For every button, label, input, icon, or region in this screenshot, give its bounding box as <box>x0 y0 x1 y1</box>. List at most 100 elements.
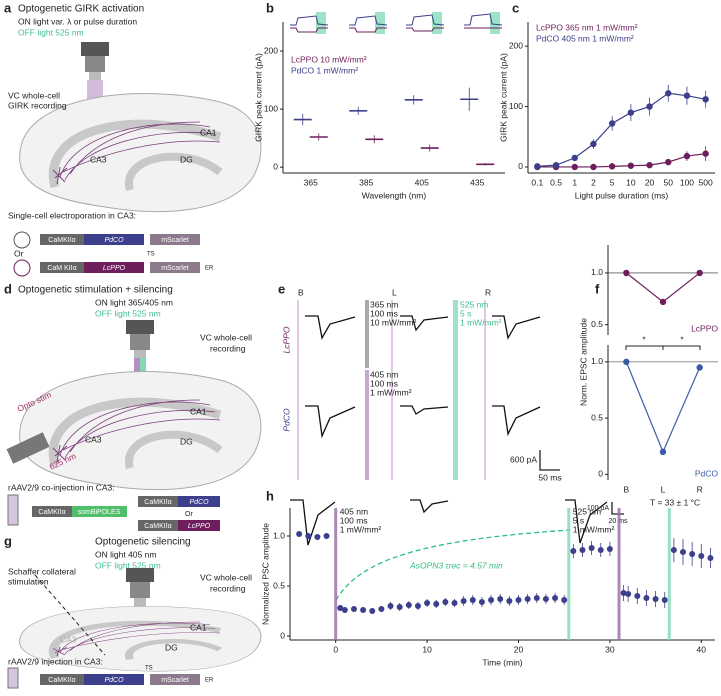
point <box>506 598 513 604</box>
point <box>623 358 630 366</box>
point <box>702 96 709 103</box>
point <box>696 364 703 371</box>
x-axis-label: Light pulse duration (ms) <box>575 190 669 200</box>
panel-letter: c <box>512 0 519 15</box>
label: DG <box>180 154 193 164</box>
point <box>433 601 440 607</box>
label: CA1 <box>190 406 207 416</box>
x-tick-label: 365 <box>304 177 318 187</box>
panel-letter: a <box>4 0 12 15</box>
point <box>659 298 667 306</box>
x-tick-label: 1 <box>572 177 577 187</box>
label: VC whole-cell <box>8 90 60 100</box>
y-tick-label: 100 <box>509 101 523 111</box>
label: Or <box>14 248 24 258</box>
panel-title: Optogenetic stimulation + silencing <box>18 285 173 296</box>
point <box>590 163 597 171</box>
point <box>414 603 421 609</box>
x-tick-label: 405 <box>415 177 429 187</box>
point <box>665 90 672 97</box>
label: 100 ms <box>370 308 398 318</box>
label: 100 ms <box>370 378 398 388</box>
label: stimulation <box>8 576 49 586</box>
panel-title: Optogenetic GIRK activation <box>18 4 144 15</box>
label: L <box>392 287 397 297</box>
x-tick-label: 40 <box>697 644 707 654</box>
construct <box>40 262 84 273</box>
y-tick-label: 200 <box>264 45 278 55</box>
y-axis-label: Norm. EPSC amplitude <box>578 318 588 406</box>
point <box>665 158 672 166</box>
construct <box>150 234 200 245</box>
label: somBiPOLES <box>78 509 121 516</box>
point <box>369 608 376 614</box>
construct <box>32 506 72 517</box>
y-axis-label: GIRK peak current (pA) <box>498 53 508 142</box>
point <box>683 152 691 160</box>
point <box>424 600 431 606</box>
point <box>683 92 691 99</box>
point <box>314 534 321 540</box>
panel-letter: h <box>266 488 274 503</box>
point <box>646 161 653 169</box>
label: * <box>642 334 646 344</box>
construct <box>138 520 178 531</box>
label: 365 nm <box>370 299 398 309</box>
label: recording <box>210 343 246 353</box>
label: ON light 365/405 nm <box>95 297 173 307</box>
y-tick-label: 200 <box>509 40 523 50</box>
point <box>515 597 522 603</box>
label: PdCO <box>104 237 124 244</box>
x-tick-label: R <box>697 484 703 494</box>
series-line <box>625 272 701 303</box>
panel-letter: f <box>595 281 600 296</box>
label: B <box>298 287 304 297</box>
panel-letter: e <box>278 281 285 296</box>
label: OFF light 525 nm <box>95 308 161 318</box>
label: ON light var. λ or pulse duration <box>18 16 137 26</box>
label: CA3 <box>85 434 102 444</box>
label: DG <box>165 642 178 652</box>
label: 10 mW/mm² <box>370 317 416 327</box>
point <box>625 591 632 597</box>
label: CA1 <box>190 622 207 632</box>
construct <box>84 234 144 245</box>
point <box>396 604 403 610</box>
epsc-traces <box>305 315 560 471</box>
point <box>634 593 641 599</box>
y-tick-label: 0 <box>273 161 278 171</box>
syringe <box>7 667 19 689</box>
point <box>296 531 303 537</box>
x-tick-label: 50 <box>664 177 674 187</box>
label: TS <box>145 666 153 672</box>
point <box>451 600 458 606</box>
y-axis-label: GIRK peak current (pA) <box>253 53 263 142</box>
construct <box>84 674 144 685</box>
label: Single-cell electroporation in CA3: <box>8 210 136 220</box>
x-tick-label: 20 <box>514 644 524 654</box>
point <box>646 103 653 110</box>
x-tick-label: L <box>661 484 666 494</box>
label: 405 nm <box>370 369 398 379</box>
label: mScarlet <box>161 677 189 684</box>
point <box>696 269 703 277</box>
label: 1 mW/mm² <box>460 317 502 327</box>
label: 50 ms <box>538 472 561 482</box>
psc-traces <box>290 499 624 601</box>
label: AsOPN3 τrec = 4.57 min <box>409 560 503 570</box>
hippocampus <box>20 372 261 490</box>
point <box>571 163 578 171</box>
label: mScarlet <box>161 265 189 272</box>
series-line <box>537 92 706 167</box>
legend-entry: PdCO <box>695 468 719 478</box>
label: CaM KIIα <box>47 265 76 272</box>
label: GIRK recording <box>8 100 67 110</box>
construct <box>150 674 200 685</box>
label: TS <box>147 252 155 258</box>
hippocampus <box>20 94 261 212</box>
panel-title: Optogenetic silencing <box>95 537 191 548</box>
label: VC whole-cell <box>200 332 252 342</box>
construct <box>84 262 144 273</box>
y-tick-label: 0 <box>518 161 523 171</box>
